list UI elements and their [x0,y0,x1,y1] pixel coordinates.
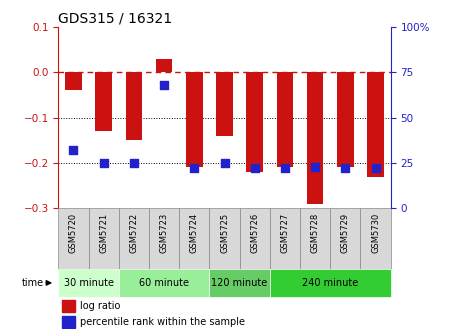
Bar [58,208,88,269]
Bar [240,208,270,269]
Point [191,166,198,171]
Text: GSM5723: GSM5723 [159,213,168,253]
Bar [216,72,233,136]
Bar [209,208,240,269]
Bar [337,72,354,168]
Text: GDS315 / 16321: GDS315 / 16321 [58,12,172,26]
Point [70,148,77,153]
Bar [277,72,293,168]
Text: 120 minute: 120 minute [211,278,268,288]
Text: GSM5726: GSM5726 [250,213,259,253]
Bar [209,269,270,297]
Point [251,166,258,171]
Bar [126,72,142,140]
Point [282,166,289,171]
Bar [186,72,202,168]
Text: GSM5725: GSM5725 [220,213,229,253]
Bar [330,208,361,269]
Bar [62,317,75,328]
Bar [156,59,172,72]
Text: GSM5729: GSM5729 [341,213,350,253]
Bar [270,208,300,269]
Bar [119,208,149,269]
Bar [88,208,119,269]
Text: 60 minute: 60 minute [139,278,189,288]
Bar [62,300,75,311]
Point [342,166,349,171]
Bar [361,208,391,269]
Point [221,160,228,166]
Text: log ratio: log ratio [80,301,120,311]
Text: GSM5727: GSM5727 [281,213,290,253]
Text: 30 minute: 30 minute [64,278,114,288]
Bar [300,208,330,269]
Bar [307,72,323,204]
Point [100,160,107,166]
Text: GSM5720: GSM5720 [69,213,78,253]
Bar [270,269,391,297]
Text: GSM5730: GSM5730 [371,213,380,253]
Bar [58,269,119,297]
Point [312,164,319,169]
Point [160,82,167,88]
Point [130,160,137,166]
Text: GSM5724: GSM5724 [190,213,199,253]
Text: 240 minute: 240 minute [302,278,358,288]
Text: percentile rank within the sample: percentile rank within the sample [80,317,245,327]
Bar [179,208,209,269]
Bar [95,72,112,131]
Text: GSM5728: GSM5728 [311,213,320,253]
Bar [119,269,209,297]
Bar [247,72,263,172]
Text: time: time [21,278,44,288]
Bar [149,208,179,269]
Point [372,166,379,171]
Bar [367,72,384,177]
Text: GSM5721: GSM5721 [99,213,108,253]
Text: GSM5722: GSM5722 [129,213,138,253]
Bar [65,72,82,90]
